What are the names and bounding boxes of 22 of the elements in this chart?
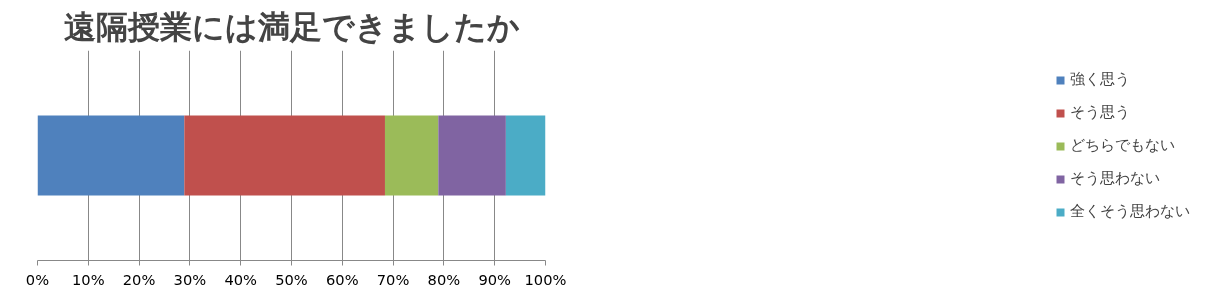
x-tick-label: 60% bbox=[326, 270, 359, 288]
bar bbox=[184, 115, 385, 196]
bar bbox=[505, 115, 546, 196]
x-tick-label: 70% bbox=[376, 270, 410, 288]
legend-label: そう思わない bbox=[1070, 169, 1160, 188]
bar bbox=[438, 115, 506, 196]
legend-label: そう思う bbox=[1070, 103, 1130, 122]
x-tick-label: 50% bbox=[275, 270, 308, 288]
x-tick-label: 90% bbox=[478, 270, 512, 288]
bar bbox=[37, 115, 185, 196]
x-tick-label: 20% bbox=[122, 270, 156, 288]
legend-label: 全くそう思わない bbox=[1070, 202, 1190, 221]
x-tick-label: 0% bbox=[25, 270, 50, 288]
bar bbox=[384, 115, 439, 196]
x-tick-label: 40% bbox=[224, 270, 258, 288]
x-tick-label: 100% bbox=[524, 270, 567, 288]
chart-title: 遠隔授業には満足できましたか bbox=[63, 7, 520, 46]
x-tick-label: 80% bbox=[427, 270, 461, 288]
x-tick-label: 10% bbox=[72, 270, 105, 288]
x-tick-label: 30% bbox=[173, 270, 207, 288]
legend-label: どちらでもない bbox=[1070, 136, 1175, 155]
legend-label: 強く思う bbox=[1070, 70, 1130, 89]
